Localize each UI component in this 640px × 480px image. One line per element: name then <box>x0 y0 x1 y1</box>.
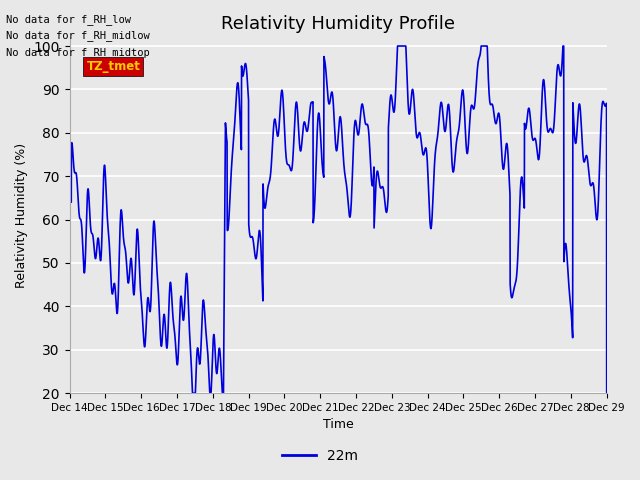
Y-axis label: Relativity Humidity (%): Relativity Humidity (%) <box>15 143 28 288</box>
Text: No data for f_RH_midtop: No data for f_RH_midtop <box>6 47 150 58</box>
Text: No data for f_RH_midlow: No data for f_RH_midlow <box>6 30 150 41</box>
Legend: 22m: 22m <box>276 443 364 468</box>
Title: Relativity Humidity Profile: Relativity Humidity Profile <box>221 15 455 33</box>
Text: TZ_tmet: TZ_tmet <box>86 60 140 72</box>
X-axis label: Time: Time <box>323 419 353 432</box>
Text: No data for f_RH_low: No data for f_RH_low <box>6 13 131 24</box>
